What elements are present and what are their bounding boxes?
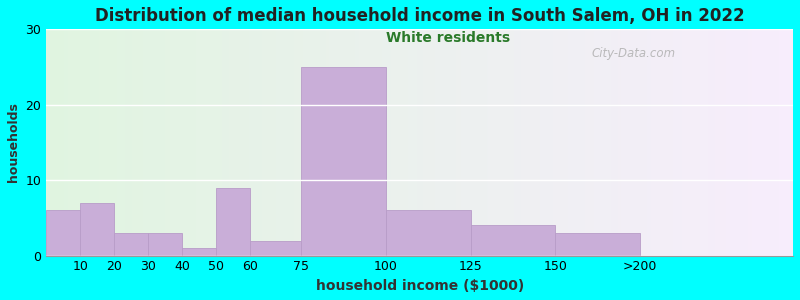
Bar [301, 67, 386, 256]
Bar [80, 203, 114, 256]
Bar [555, 233, 640, 256]
Bar [386, 210, 470, 256]
Bar [114, 233, 148, 256]
Y-axis label: households: households [7, 103, 20, 182]
X-axis label: household income ($1000): household income ($1000) [315, 279, 524, 293]
Bar [250, 241, 301, 256]
Bar [148, 233, 182, 256]
Bar [470, 226, 555, 256]
Text: White residents: White residents [386, 32, 510, 46]
Bar [46, 210, 80, 256]
Title: Distribution of median household income in South Salem, OH in 2022: Distribution of median household income … [95, 7, 745, 25]
Text: City-Data.com: City-Data.com [591, 47, 675, 60]
Bar [216, 188, 250, 256]
Bar [182, 248, 216, 256]
